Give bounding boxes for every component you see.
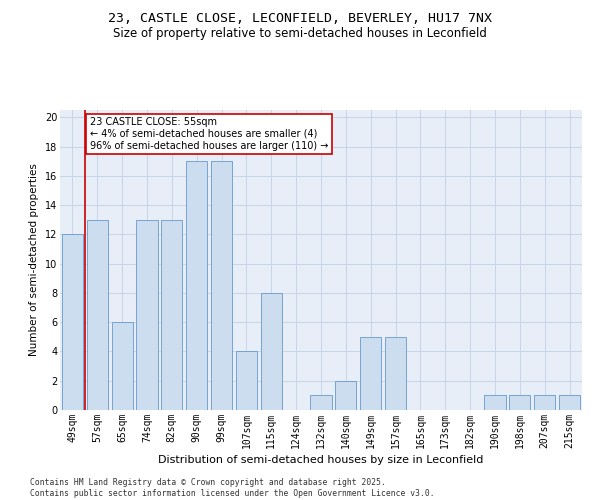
Bar (62, 234, 83, 410)
Text: Size of property relative to semi-detached houses in Leconfield: Size of property relative to semi-detach… (113, 28, 487, 40)
Bar (559, 396, 580, 410)
Y-axis label: Number of semi-detached properties: Number of semi-detached properties (29, 164, 39, 356)
Bar (335, 380, 356, 410)
X-axis label: Distribution of semi-detached houses by size in Leconfield: Distribution of semi-detached houses by … (158, 455, 484, 465)
Text: Contains HM Land Registry data © Crown copyright and database right 2025.
Contai: Contains HM Land Registry data © Crown c… (30, 478, 434, 498)
Bar (509, 396, 530, 410)
Bar (87, 220, 108, 410)
Bar (385, 337, 406, 410)
Bar (310, 396, 332, 410)
Bar (112, 322, 133, 410)
Bar (534, 396, 555, 410)
Bar (211, 161, 232, 410)
Text: 23 CASTLE CLOSE: 55sqm
← 4% of semi-detached houses are smaller (4)
96% of semi-: 23 CASTLE CLOSE: 55sqm ← 4% of semi-deta… (90, 118, 328, 150)
Text: 23, CASTLE CLOSE, LECONFIELD, BEVERLEY, HU17 7NX: 23, CASTLE CLOSE, LECONFIELD, BEVERLEY, … (108, 12, 492, 26)
Bar (136, 220, 158, 410)
Bar (161, 220, 182, 410)
Bar (186, 161, 207, 410)
Bar (484, 396, 506, 410)
Bar (261, 293, 282, 410)
Bar (236, 352, 257, 410)
Bar (360, 337, 381, 410)
